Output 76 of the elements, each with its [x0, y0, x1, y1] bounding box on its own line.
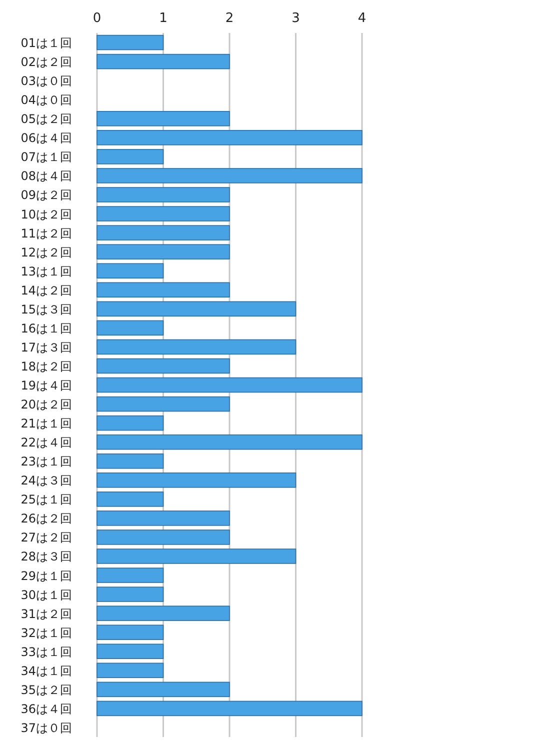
bar [96, 263, 164, 278]
y-tick-label: 14は２回 [20, 283, 72, 298]
bar [96, 34, 164, 50]
y-tick-label: 27は２回 [20, 530, 72, 545]
y-tick-label: 31は２回 [20, 606, 72, 621]
y-tick-label: 36は４回 [20, 702, 72, 716]
bar [96, 187, 230, 202]
y-tick-label: 35は２回 [20, 682, 72, 697]
y-tick-label: 37は０回 [20, 720, 72, 735]
y-tick-label: 17は３回 [20, 340, 72, 354]
x-tick-label: 4 [358, 11, 366, 26]
bar [96, 662, 164, 678]
y-tick-label: 23は１回 [20, 454, 72, 469]
y-tick-label: 24は３回 [20, 474, 72, 488]
bar [96, 568, 164, 583]
y-tick-label: 05は２回 [20, 112, 72, 126]
y-tick-label: 25は１回 [20, 492, 72, 507]
y-tick-label: 30は１回 [20, 588, 72, 602]
y-tick-label: 33は１回 [20, 644, 72, 659]
bar [96, 339, 296, 355]
y-tick-label: 22は４回 [20, 436, 72, 450]
bar [96, 510, 230, 526]
y-tick-label: 13は１回 [20, 264, 72, 278]
bar [96, 244, 230, 260]
bar [96, 530, 230, 545]
y-tick-label: 10は２回 [20, 207, 72, 222]
x-tick-label: 3 [292, 11, 300, 26]
bar [96, 168, 362, 184]
bar [96, 130, 362, 146]
bar [96, 586, 164, 602]
bar [96, 225, 230, 240]
y-tick-label: 29は１回 [20, 568, 72, 583]
bar [96, 320, 164, 336]
bar [96, 396, 230, 412]
bar [96, 434, 362, 450]
bar [96, 377, 362, 393]
bar [96, 415, 164, 431]
y-tick-label: 07は１回 [20, 150, 72, 164]
bar [96, 453, 164, 469]
bar [96, 606, 230, 621]
y-tick-label: 11は２回 [20, 226, 72, 240]
bar [96, 110, 230, 126]
y-tick-label: 01は１回 [20, 36, 72, 50]
bar [96, 206, 230, 222]
x-tick-label: 1 [159, 11, 168, 26]
bar [96, 492, 164, 507]
y-tick-label: 32は１回 [20, 626, 72, 640]
bar [96, 358, 230, 374]
y-tick-label: 18は２回 [20, 359, 72, 374]
bar [96, 149, 164, 164]
x-tick-label: 2 [225, 11, 234, 26]
y-tick-label: 15は３回 [20, 302, 72, 316]
y-tick-label: 34は１回 [20, 664, 72, 678]
bar [96, 301, 296, 317]
y-tick-label: 06は４回 [20, 131, 72, 146]
y-tick-label: 12は２回 [20, 245, 72, 260]
bar [96, 644, 164, 660]
bar [96, 54, 230, 70]
bar [96, 682, 230, 698]
bar [96, 624, 164, 640]
y-tick-label: 04は０回 [20, 93, 72, 108]
y-tick-label: 03は０回 [20, 74, 72, 88]
bar [96, 472, 296, 488]
bar [96, 700, 362, 716]
bar [96, 282, 230, 298]
y-tick-label: 08は４回 [20, 169, 72, 184]
y-tick-label: 21は１回 [20, 416, 72, 431]
bar [96, 548, 296, 564]
y-tick-label: 19は４回 [20, 378, 72, 392]
y-tick-label: 02は２回 [20, 55, 72, 70]
y-tick-label: 16は１回 [20, 321, 72, 336]
y-tick-label: 09は２回 [20, 188, 72, 202]
y-tick-label: 26は２回 [20, 512, 72, 526]
y-tick-label: 28は３回 [20, 550, 72, 564]
y-tick-label: 20は２回 [20, 398, 72, 412]
x-tick-label: 0 [92, 11, 102, 26]
